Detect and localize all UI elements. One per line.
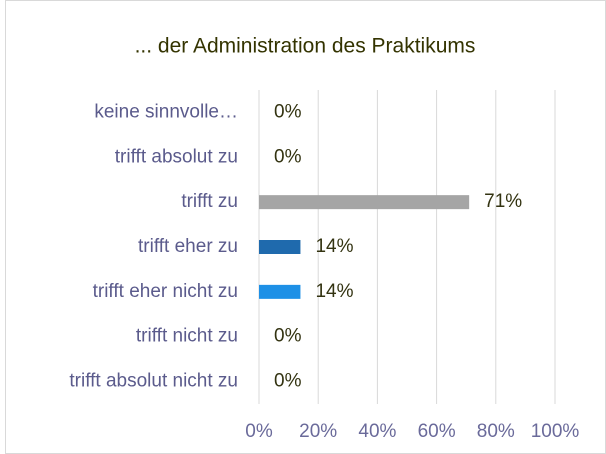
x-tick-label: 80% bbox=[477, 421, 515, 442]
y-tick-label: trifft nicht zu bbox=[136, 326, 238, 347]
x-tick-label: 60% bbox=[418, 421, 456, 442]
x-tick-label: 100% bbox=[531, 421, 580, 442]
data-label: 0% bbox=[274, 371, 302, 392]
y-tick-label: trifft absolut zu bbox=[115, 146, 238, 167]
y-tick-label: trifft eher nicht zu bbox=[93, 281, 238, 302]
data-label: 14% bbox=[315, 236, 353, 257]
x-tick-label: 40% bbox=[358, 421, 396, 442]
data-label: 71% bbox=[484, 191, 522, 212]
chart-border bbox=[5, 0, 606, 454]
bar bbox=[259, 195, 470, 210]
chart-title: ... der Administration des Praktikums bbox=[135, 35, 476, 58]
data-label: 0% bbox=[274, 146, 302, 167]
y-tick-label: trifft eher zu bbox=[138, 236, 238, 257]
y-tick-label: trifft absolut nicht zu bbox=[69, 371, 238, 392]
bar bbox=[259, 240, 301, 254]
data-label: 14% bbox=[315, 281, 353, 302]
x-tick-label: 0% bbox=[245, 421, 273, 442]
bar bbox=[259, 284, 301, 299]
y-tick-label: trifft zu bbox=[181, 191, 238, 212]
data-label: 0% bbox=[274, 326, 302, 347]
x-tick-label: 20% bbox=[299, 421, 337, 442]
data-label: 0% bbox=[274, 101, 302, 122]
y-tick-label: keine sinnvolle… bbox=[94, 101, 238, 122]
